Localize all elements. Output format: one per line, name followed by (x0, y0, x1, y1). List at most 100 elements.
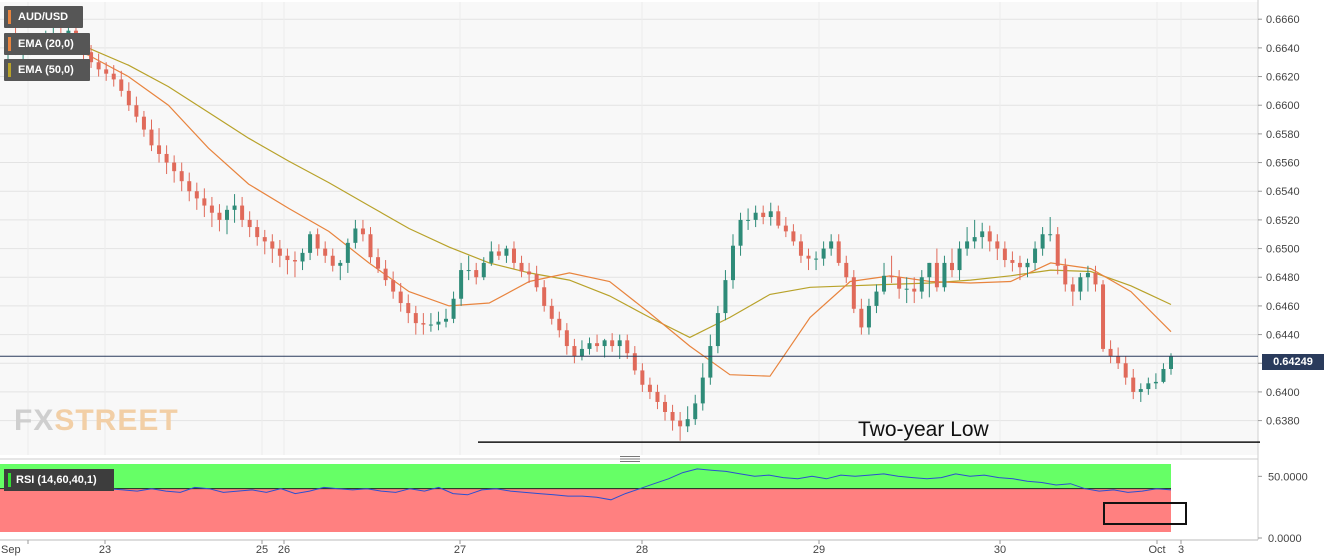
candle-body (723, 280, 728, 314)
candle-body (225, 209, 230, 220)
legend-ema20-label: EMA (20,0) (18, 38, 74, 50)
candlesticks (6, 22, 1173, 441)
candle-body (1153, 381, 1158, 384)
legend-ema20[interactable]: EMA (20,0) (4, 33, 90, 55)
candle-body (247, 219, 252, 228)
candle-body (1116, 356, 1121, 364)
candle-body (300, 252, 305, 262)
price-tick-label: 0.6660 (1266, 14, 1300, 26)
candle-body (708, 346, 713, 378)
candle-body (1078, 277, 1083, 292)
candle-body (368, 234, 373, 258)
price-tick-label: 0.6440 (1266, 330, 1300, 342)
legend-rsi[interactable]: RSI (14,60,40,1) (4, 469, 114, 491)
price-tick-label: 0.6400 (1266, 387, 1300, 399)
candle-body (685, 419, 690, 427)
time-tick-label: 27 (454, 544, 466, 556)
candle-body (179, 171, 184, 182)
rsi-highlight-box (1103, 502, 1187, 525)
candle-body (164, 153, 169, 163)
candle-body (527, 271, 532, 275)
candle-body (564, 330, 569, 347)
candle-body (579, 348, 584, 357)
candle-body (353, 228, 358, 243)
candle-body (1017, 262, 1022, 268)
candle-body (489, 251, 494, 263)
candle-body (738, 219, 743, 246)
price-tick-label: 0.6380 (1266, 416, 1300, 428)
price-tick-label: 0.6540 (1266, 186, 1300, 198)
candle-body (444, 318, 449, 322)
candle-body (995, 241, 1000, 249)
candle-body (761, 212, 766, 218)
legend-rsi-label: RSI (14,60,40,1) (16, 474, 97, 486)
time-axis: Sep 23 25 26 27 28 29 30 Oct 3 (1, 540, 1184, 556)
candle-body (700, 377, 705, 404)
time-tick-label: 29 (813, 544, 825, 556)
candle-body (202, 198, 207, 206)
logo-street: STREET (54, 404, 179, 437)
candle-body (126, 90, 131, 106)
candle-body (595, 343, 600, 347)
time-tick-label: 28 (636, 544, 648, 556)
rsi-oversold-zone (0, 488, 1171, 532)
price-tick-label: 0.6620 (1266, 72, 1300, 84)
candle-body (670, 411, 675, 421)
candle-body (919, 277, 924, 292)
time-tick-label: 30 (994, 544, 1006, 556)
rsi-swatch (8, 473, 11, 487)
rsi-panel: 50.0000 0.0000 (0, 458, 1308, 545)
candle-body (625, 340, 630, 354)
candle-body (814, 258, 819, 260)
candle-body (1138, 389, 1143, 392)
price-tick-label: 0.6500 (1266, 244, 1300, 256)
price-tick-label: 0.6520 (1266, 215, 1300, 227)
candle-body (1025, 262, 1030, 268)
candle-body (519, 262, 524, 272)
candle-body (474, 270, 479, 278)
candle-body (874, 291, 879, 306)
candle-body (338, 262, 343, 266)
price-tick-label: 0.6600 (1266, 100, 1300, 112)
candle-body (836, 241, 841, 263)
pair-swatch (8, 10, 11, 24)
candle-body (315, 234, 320, 249)
candle-body (534, 274, 539, 288)
candle-body (1169, 356, 1173, 369)
candle-body (134, 105, 139, 117)
candle-body (1123, 363, 1128, 378)
candle-body (149, 129, 154, 146)
candle-body (980, 231, 985, 238)
candle-body (1146, 383, 1151, 390)
candle-body (459, 270, 464, 299)
candle-body (655, 391, 660, 402)
candle-body (104, 69, 109, 74)
ema20-swatch (8, 37, 11, 51)
current-price-badge: 0.64249 (1262, 354, 1324, 370)
candle-body (647, 384, 652, 392)
candle-body (934, 262, 939, 288)
time-tick-label: 23 (99, 544, 111, 556)
candle-body (421, 323, 426, 325)
candle-body (1010, 260, 1015, 263)
legend-pair[interactable]: AUD/USD (4, 6, 83, 28)
candle-body (141, 116, 146, 130)
candle-body (949, 262, 954, 271)
candle-body (866, 305, 871, 328)
rsi-overbought-zone (0, 464, 1171, 489)
pane-divider-handle[interactable] (620, 456, 640, 462)
ema50-swatch (8, 63, 11, 77)
candle-body (345, 242, 350, 263)
candle-body (859, 308, 864, 328)
legend-ema50[interactable]: EMA (50,0) (4, 59, 90, 81)
candle-body (504, 248, 509, 256)
candle-body (330, 255, 335, 266)
candle-body (821, 248, 826, 259)
candle-body (428, 324, 433, 326)
candle-body (776, 211, 781, 226)
legend-ema50-label: EMA (50,0) (18, 64, 74, 76)
candle-body (693, 403, 698, 420)
candle-body (942, 262, 947, 288)
candle-body (617, 340, 622, 347)
